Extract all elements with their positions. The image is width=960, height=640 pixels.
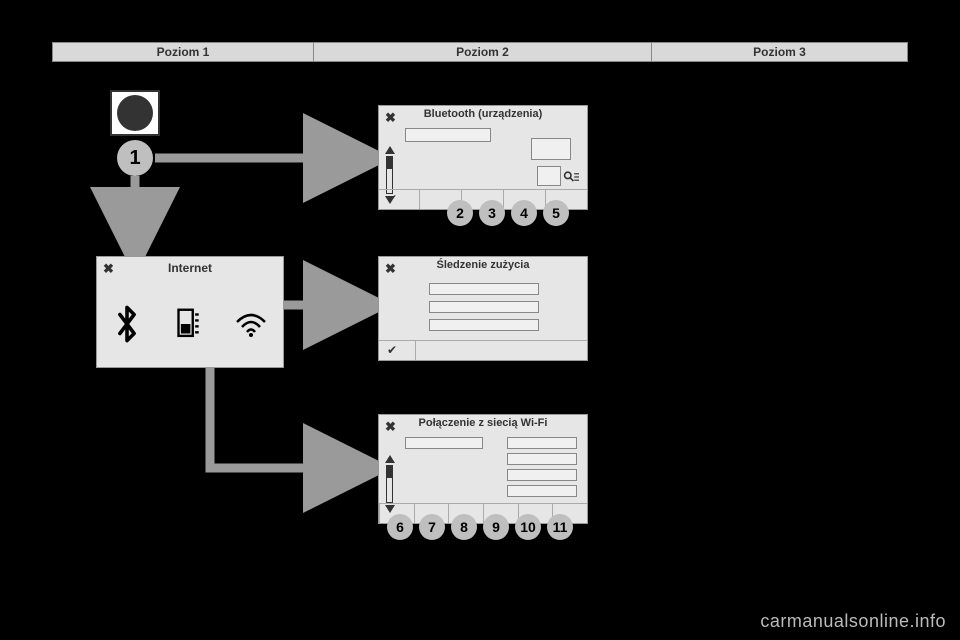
wifi-title: Połączenie z siecią Wi-Fi: [379, 417, 587, 429]
usage-row: [429, 319, 539, 331]
footer-bar: ✔: [379, 340, 587, 360]
step-badge: 11: [547, 514, 573, 540]
step-badge: 10: [515, 514, 541, 540]
wifi-icon[interactable]: [234, 305, 268, 348]
wifi-field[interactable]: [507, 437, 577, 449]
level-header: Poziom 1 Poziom 2 Poziom 3: [52, 42, 908, 62]
internet-title: Internet: [97, 261, 283, 275]
bluetooth-title: Bluetooth (urządzenia): [379, 108, 587, 120]
step-badge: 7: [419, 514, 445, 540]
level-3-header: Poziom 3: [652, 42, 908, 62]
watermark: carmanualsonline.info: [760, 611, 946, 632]
data-usage-icon[interactable]: [173, 305, 203, 348]
wifi-field[interactable]: [507, 453, 577, 465]
usage-row: [429, 283, 539, 295]
step-badge: 6: [387, 514, 413, 540]
level-1-header: Poziom 1: [52, 42, 314, 62]
network-row[interactable]: [405, 437, 483, 449]
usage-panel: ✖ Śledzenie zużycia ✔: [378, 256, 588, 361]
wifi-field[interactable]: [507, 469, 577, 481]
usage-title: Śledzenie zużycia: [379, 259, 587, 271]
globe-button[interactable]: [110, 90, 160, 136]
step-badge: 9: [483, 514, 509, 540]
wifi-panel: ✖ Połączenie z siecią Wi-Fi: [378, 414, 588, 524]
step-1-badge: 1: [117, 140, 153, 176]
bt-step-badges: 2 3 4 5: [444, 200, 572, 226]
level-2-header: Poziom 2: [314, 42, 652, 62]
search-devices-icon[interactable]: [563, 170, 579, 187]
bluetooth-panel: ✖ Bluetooth (urządzenia) ✔: [378, 105, 588, 210]
globe-icon: [117, 95, 153, 131]
bluetooth-icon[interactable]: [112, 305, 142, 348]
scroll-up-icon[interactable]: [385, 455, 395, 463]
device-row[interactable]: [405, 128, 491, 142]
usage-row: [429, 301, 539, 313]
step-badge: 8: [451, 514, 477, 540]
step-badge: 5: [543, 200, 569, 226]
action-button[interactable]: [531, 138, 571, 160]
step-badge: 4: [511, 200, 537, 226]
confirm-icon[interactable]: ✔: [387, 343, 397, 357]
wifi-field[interactable]: [507, 485, 577, 497]
scroll-up-icon[interactable]: [385, 146, 395, 154]
wifi-step-badges: 6 7 8 9 10 11: [384, 514, 576, 540]
step-badge: 2: [447, 200, 473, 226]
action-button[interactable]: [537, 166, 561, 186]
confirm-icon[interactable]: ✔: [387, 192, 397, 206]
internet-panel: ✖ Internet: [96, 256, 284, 368]
step-badge: 3: [479, 200, 505, 226]
